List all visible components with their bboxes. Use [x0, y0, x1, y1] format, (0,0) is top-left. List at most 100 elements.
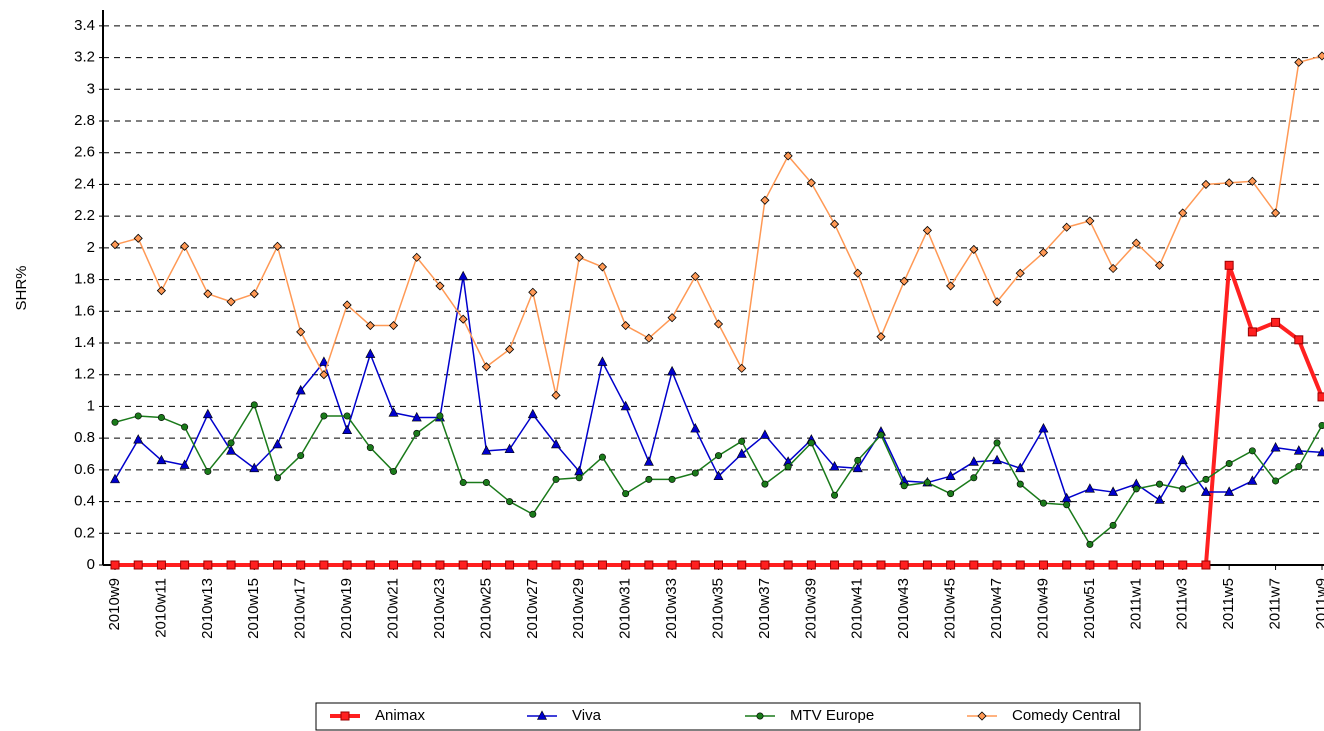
data-point [783, 151, 793, 161]
data-point [551, 438, 562, 449]
data-point [1154, 260, 1165, 270]
data-point [366, 444, 374, 452]
legend-label: Viva [572, 707, 602, 724]
data-point [574, 252, 584, 262]
y-tick-label: 1.8 [74, 271, 95, 288]
legend-marker [977, 711, 987, 721]
data-point [945, 470, 956, 481]
data-point [1294, 335, 1304, 345]
data-point [621, 560, 631, 570]
data-point [690, 560, 700, 570]
data-point [1270, 442, 1281, 452]
data-point [690, 422, 701, 433]
data-point [946, 560, 956, 570]
data-point [552, 475, 560, 483]
data-point [342, 424, 353, 435]
data-point [134, 412, 142, 420]
data-point [854, 456, 862, 464]
data-point [365, 320, 375, 331]
data-point [1015, 268, 1025, 278]
y-tick-label: 2 [87, 239, 95, 256]
data-point [133, 434, 144, 444]
x-tick-label: 2010w27 [524, 578, 541, 639]
data-point [1224, 178, 1234, 188]
data-point [876, 560, 886, 570]
data-point [1224, 486, 1235, 496]
y-axis-label: SHR% [13, 265, 30, 310]
data-point [714, 452, 722, 460]
data-point [459, 479, 467, 487]
x-tick-label: 2010w13 [199, 578, 216, 639]
data-point [272, 438, 283, 449]
data-point [922, 225, 932, 235]
x-tick-label: 2010w17 [292, 578, 309, 639]
data-point [343, 412, 351, 420]
data-point [342, 300, 352, 310]
data-point [1109, 521, 1117, 529]
data-point [598, 453, 606, 461]
data-point [320, 412, 328, 420]
x-tick-label: 2010w31 [617, 578, 634, 639]
data-point [644, 333, 654, 343]
data-point [667, 560, 677, 570]
data-point [830, 560, 840, 570]
data-point [1200, 486, 1211, 496]
x-tick-label: 2011w5 [1220, 578, 1237, 629]
data-point [621, 320, 631, 331]
data-point [110, 473, 120, 484]
data-point [529, 510, 537, 518]
data-point [1247, 176, 1257, 186]
legend-marker [756, 712, 764, 720]
x-tick-label: 2010w49 [1034, 578, 1051, 639]
data-point [899, 560, 909, 570]
data-point [413, 429, 421, 437]
legend-label: MTV Europe [790, 707, 874, 724]
data-point [365, 348, 376, 358]
data-point [1293, 445, 1304, 455]
data-point [992, 297, 1002, 307]
data-point [505, 344, 515, 354]
data-point [388, 407, 399, 417]
x-tick-label: 2011w1 [1127, 578, 1144, 629]
x-tick-label: 2011w9 [1313, 578, 1324, 629]
data-point [412, 560, 422, 570]
data-point [968, 456, 979, 466]
data-point [667, 365, 678, 376]
data-point [761, 480, 769, 488]
y-tick-label: 1.6 [74, 302, 95, 319]
series-line [114, 55, 1323, 397]
data-point [575, 474, 583, 482]
data-point [506, 498, 514, 506]
data-point [806, 178, 816, 188]
x-tick-label: 2011w3 [1174, 578, 1191, 629]
data-point [412, 252, 422, 262]
data-point [713, 319, 724, 329]
series-line [114, 275, 1323, 501]
x-tick-label: 2010w25 [477, 578, 494, 639]
x-tick-label: 2010w43 [895, 578, 912, 639]
data-point [204, 467, 212, 475]
data-point [783, 560, 793, 570]
data-point [181, 423, 189, 431]
data-point [970, 474, 978, 482]
data-point [1015, 462, 1026, 473]
data-point [597, 262, 608, 272]
x-tick-label: 2010w51 [1081, 578, 1098, 639]
y-tick-label: 3.4 [74, 17, 95, 34]
data-point [969, 560, 979, 570]
data-point [1086, 540, 1094, 548]
data-point [852, 462, 863, 473]
y-tick-label: 3 [87, 80, 95, 97]
x-tick-label: 2010w37 [756, 578, 773, 639]
data-point [1038, 422, 1049, 433]
data-point [1108, 486, 1119, 496]
data-point [760, 195, 770, 205]
data-point [644, 560, 654, 570]
data-point [505, 560, 515, 570]
data-point [1295, 463, 1303, 471]
data-point [157, 414, 165, 422]
data-point [249, 289, 259, 299]
x-tick-label: 2010w35 [709, 578, 726, 639]
data-point [296, 327, 306, 337]
